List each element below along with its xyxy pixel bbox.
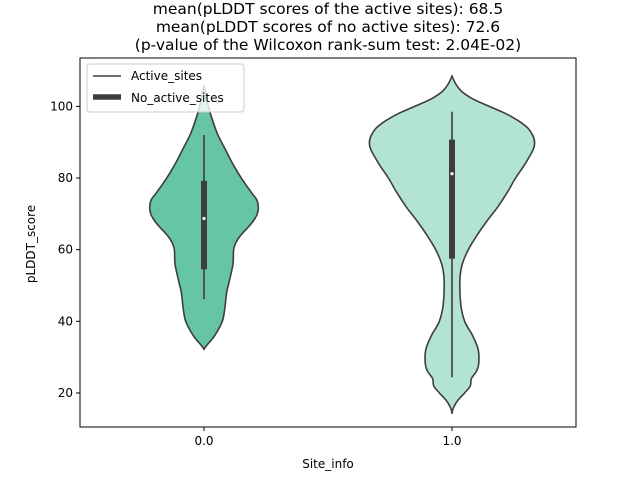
x-tick-label: 0.0 — [194, 434, 213, 448]
y-tick-label: 60 — [58, 243, 73, 257]
plot-frame — [79, 57, 577, 428]
chart-title: mean(pLDDT scores of the active sites): … — [135, 0, 521, 54]
title-line-3: (p-value of the Wilcoxon rank-sum test: … — [135, 36, 521, 54]
legend-box — [86, 63, 245, 113]
y-tick-label: 80 — [58, 171, 73, 185]
title-line-2: mean(pLDDT scores of no active sites): 7… — [156, 18, 500, 36]
legend-label-no-active-sites: No_active_sites — [131, 91, 224, 105]
x-tick-label: 1.0 — [442, 434, 461, 448]
violin-median-0.0 — [202, 216, 206, 221]
violin-median-1.0 — [450, 172, 454, 176]
title-line-1: mean(pLDDT scores of the active sites): … — [153, 0, 503, 18]
y-axis-label: pLDDT_score — [24, 205, 38, 283]
legend: Active_sites No_active_sites — [86, 63, 245, 113]
y-tick-label: 40 — [58, 314, 73, 328]
y-tick-label: 100 — [50, 99, 73, 113]
violins-layer — [148, 74, 536, 415]
legend-label-active-sites: Active_sites — [131, 69, 202, 83]
y-tick-label: 20 — [58, 386, 73, 400]
x-axis-ticks: 0.0 1.0 — [194, 427, 462, 448]
y-axis-ticks: 20 40 60 80 100 — [50, 99, 80, 400]
x-axis-label: Site_info — [302, 457, 354, 471]
